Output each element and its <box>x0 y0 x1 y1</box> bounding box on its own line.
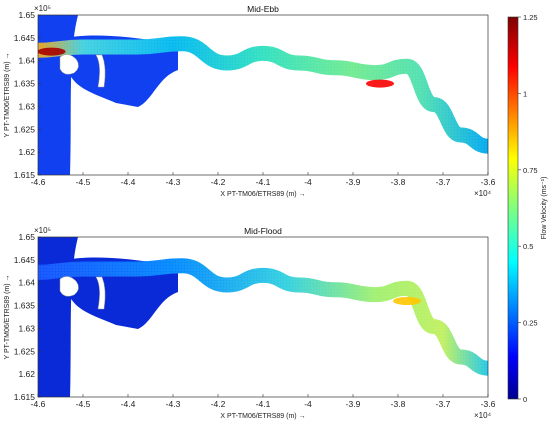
y-tick-label: 1.64 <box>18 56 35 66</box>
y-tick-label: 1.615 <box>14 170 36 180</box>
x-tick-label: -3.6 <box>481 399 496 409</box>
y-tick-label: 1.63 <box>18 323 35 333</box>
y-tick-label: 1.63 <box>18 101 35 111</box>
x-tick-label: -4.1 <box>256 177 271 187</box>
land-islands <box>59 276 106 310</box>
y-tick-label: 1.62 <box>18 369 35 379</box>
y-tick-label: 1.625 <box>14 346 36 356</box>
y-tick-label: 1.635 <box>14 301 36 311</box>
x-tick-label: -3.6 <box>481 177 496 187</box>
y-tick-label: 1.64 <box>18 278 35 288</box>
mesh-overlay <box>38 36 488 154</box>
y-tick-label: 1.635 <box>14 79 36 89</box>
x-tick-label: -4.4 <box>121 177 136 187</box>
x-tick-label: -4.5 <box>76 177 91 187</box>
colorbar-tick-label: 0.25 <box>523 319 538 328</box>
x-tick-label: -4.2 <box>211 177 226 187</box>
y-axis-exponent: ×10⁵ <box>34 226 51 235</box>
y-tick-label: 1.65 <box>18 232 35 242</box>
x-tick-label: -4.3 <box>166 177 181 187</box>
colorbar-label: Flow Velocity (ms⁻¹) <box>541 177 548 240</box>
y-axis-exponent: ×10⁵ <box>34 4 51 13</box>
mid-flood-panel: Mid-Flood -4.6 -4.5 -4.4 -4.3 -4.2 -4.1 -4 -3.9 -… <box>4 226 496 420</box>
colorbar-tick-label: 1 <box>523 89 527 98</box>
velocity-hotspot <box>38 47 66 56</box>
x-tick-label: -3.7 <box>436 399 451 409</box>
x-tick-label: -4.4 <box>121 399 136 409</box>
colorbar-tick-label: 1.25 <box>523 13 538 22</box>
x-tick-label: -4 <box>304 177 312 187</box>
x-axis-label: X PT-TM06/ETRS89 (m) → <box>220 191 305 198</box>
x-tick-label: -3.9 <box>346 399 361 409</box>
colorbar-tick-label: 0 <box>523 395 527 404</box>
x-tick-label: -3.7 <box>436 177 451 187</box>
y-tick-label: 1.645 <box>14 255 36 265</box>
y-tick-label: 1.615 <box>14 392 36 402</box>
x-tick-label: -4.6 <box>31 399 46 409</box>
panel-title: Mid-Flood <box>244 226 282 236</box>
x-axis-exponent: ×10⁴ <box>474 411 492 420</box>
x-tick-label: -4.2 <box>211 399 226 409</box>
y-tick-label: 1.645 <box>14 33 36 43</box>
colorbar: 0 0.25 0.5 0.75 1 1.25 Flow Velocity (ms⁻¹) <box>507 13 548 404</box>
x-tick-label: -3.8 <box>391 177 406 187</box>
colorbar-tick-label: 0.5 <box>523 242 533 251</box>
x-tick-label: -3.8 <box>391 399 406 409</box>
land-islands <box>59 54 106 88</box>
x-tick-label: -4.5 <box>76 399 91 409</box>
y-tick-label: 1.62 <box>18 147 35 157</box>
x-tick-label: -4 <box>304 399 312 409</box>
y-tick-label: 1.65 <box>18 10 35 20</box>
x-tick-label: -3.9 <box>346 177 361 187</box>
x-axis-label: X PT-TM06/ETRS89 (m) → <box>220 413 305 420</box>
y-tick-label: 1.625 <box>14 124 36 134</box>
x-tick-label: -4.6 <box>31 177 46 187</box>
x-tick-label: -4.1 <box>256 399 271 409</box>
y-axis-label: Y PT-TM06/ETRS89 (m) → <box>4 274 11 359</box>
mesh-overlay <box>38 258 488 376</box>
y-axis-label: Y PT-TM06/ETRS89 (m) → <box>4 52 11 137</box>
panel-title: Mid-Ebb <box>247 4 279 14</box>
mid-ebb-panel: Mid-Ebb -4.6 -4.5 -4.4 -4.3 -4.2 -4.1 -4 -3.9 -3.… <box>4 4 496 198</box>
x-axis-exponent: ×10⁴ <box>474 189 492 198</box>
velocity-hotspot <box>366 79 394 88</box>
velocity-hotspot <box>393 297 421 305</box>
colorbar-gradient <box>507 16 519 400</box>
x-tick-label: -4.3 <box>166 399 181 409</box>
colorbar-tick-label: 0.75 <box>523 166 538 175</box>
